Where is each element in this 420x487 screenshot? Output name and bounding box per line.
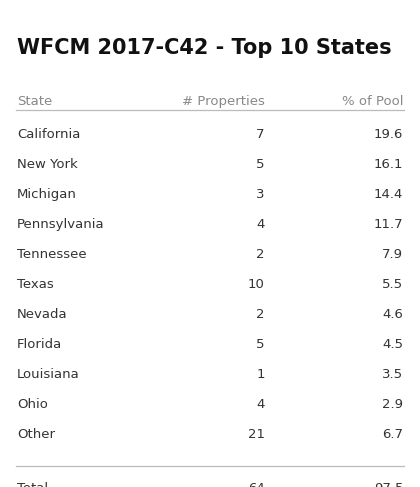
Text: Texas: Texas — [17, 278, 54, 291]
Text: State: State — [17, 95, 52, 108]
Text: 5: 5 — [256, 338, 265, 351]
Text: Tennessee: Tennessee — [17, 248, 87, 261]
Text: Pennsylvania: Pennsylvania — [17, 218, 105, 231]
Text: 3: 3 — [256, 188, 265, 201]
Text: 10: 10 — [248, 278, 265, 291]
Text: 14.4: 14.4 — [374, 188, 403, 201]
Text: Total: Total — [17, 482, 48, 487]
Text: 4.6: 4.6 — [382, 308, 403, 321]
Text: 19.6: 19.6 — [374, 128, 403, 141]
Text: # Properties: # Properties — [182, 95, 265, 108]
Text: 4.5: 4.5 — [382, 338, 403, 351]
Text: WFCM 2017-C42 - Top 10 States: WFCM 2017-C42 - Top 10 States — [17, 38, 391, 58]
Text: Other: Other — [17, 428, 55, 441]
Text: 64: 64 — [248, 482, 265, 487]
Text: 4: 4 — [256, 398, 265, 411]
Text: Nevada: Nevada — [17, 308, 68, 321]
Text: Ohio: Ohio — [17, 398, 48, 411]
Text: 2.9: 2.9 — [382, 398, 403, 411]
Text: 11.7: 11.7 — [373, 218, 403, 231]
Text: 4: 4 — [256, 218, 265, 231]
Text: New York: New York — [17, 158, 78, 171]
Text: 6.7: 6.7 — [382, 428, 403, 441]
Text: 7: 7 — [256, 128, 265, 141]
Text: Florida: Florida — [17, 338, 62, 351]
Text: 97.5: 97.5 — [374, 482, 403, 487]
Text: 3.5: 3.5 — [382, 368, 403, 381]
Text: % of Pool: % of Pool — [342, 95, 403, 108]
Text: 16.1: 16.1 — [374, 158, 403, 171]
Text: 7.9: 7.9 — [382, 248, 403, 261]
Text: 5.5: 5.5 — [382, 278, 403, 291]
Text: 2: 2 — [256, 248, 265, 261]
Text: 2: 2 — [256, 308, 265, 321]
Text: Michigan: Michigan — [17, 188, 77, 201]
Text: Louisiana: Louisiana — [17, 368, 79, 381]
Text: 21: 21 — [248, 428, 265, 441]
Text: 5: 5 — [256, 158, 265, 171]
Text: 1: 1 — [256, 368, 265, 381]
Text: California: California — [17, 128, 80, 141]
